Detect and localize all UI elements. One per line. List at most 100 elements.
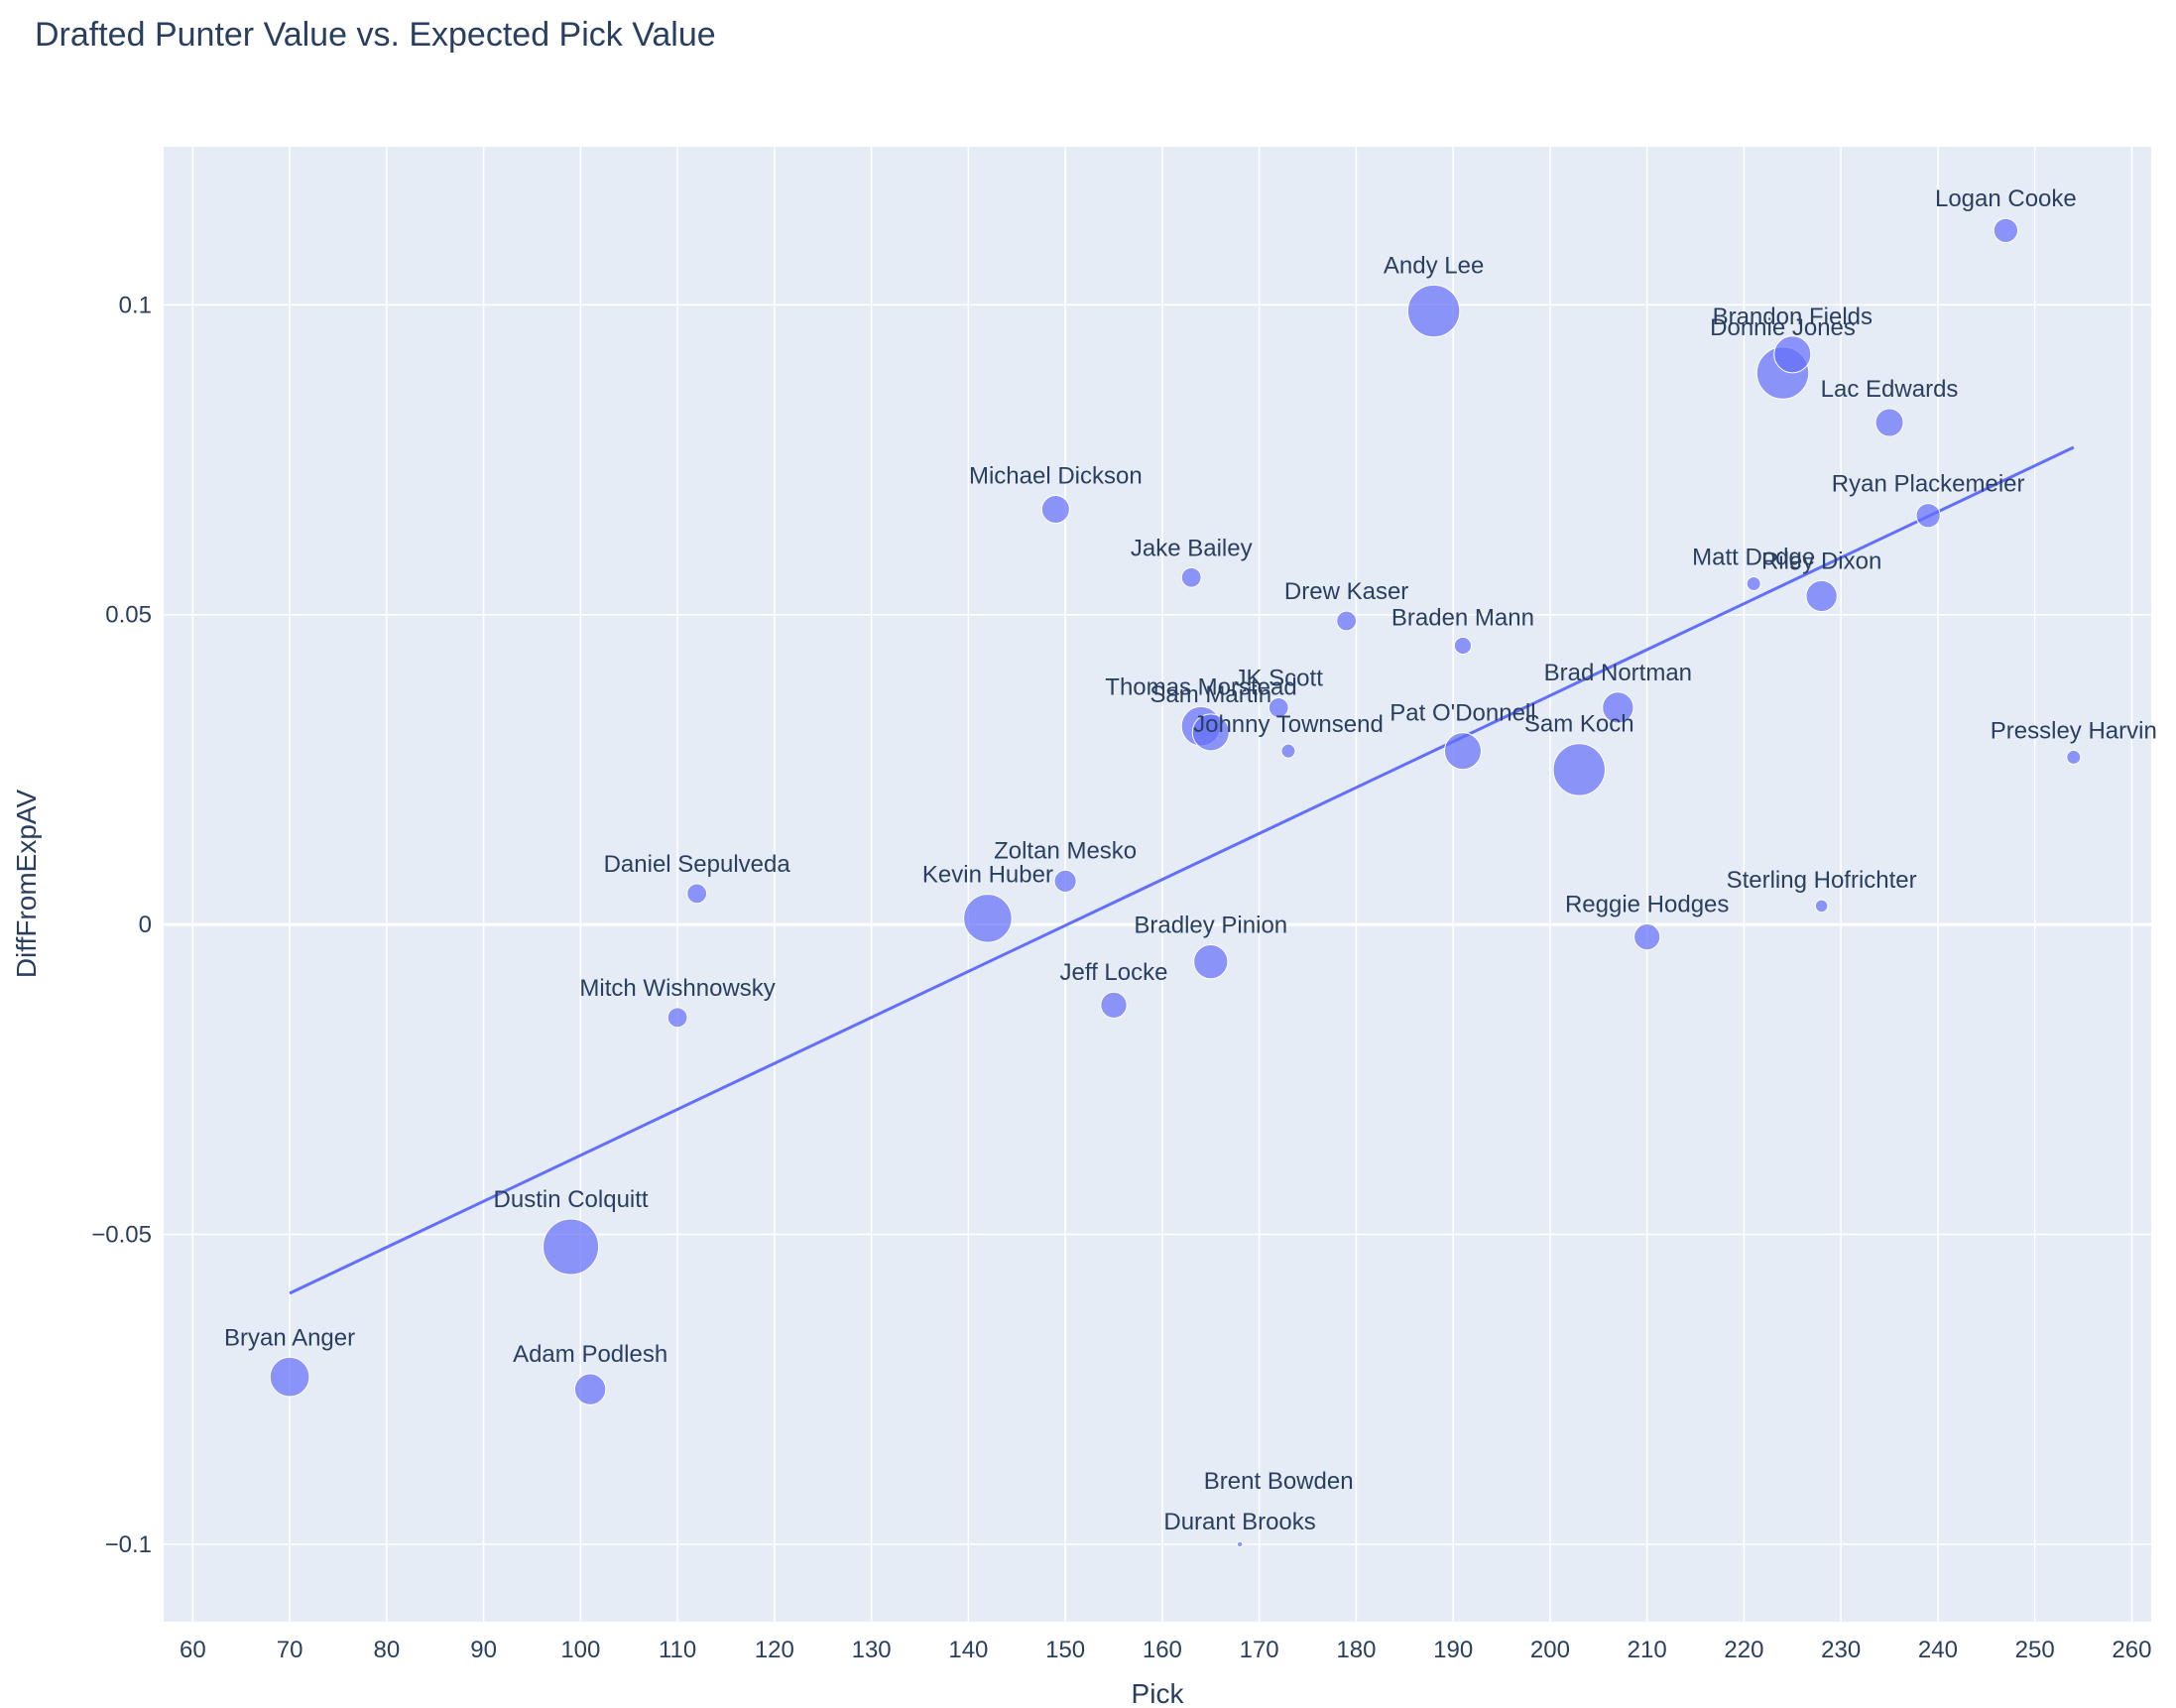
point-label: Adam Podlesh bbox=[513, 1341, 667, 1368]
x-tick-label: 170 bbox=[1240, 1637, 1279, 1663]
point-label: Reggie Hodges bbox=[1565, 892, 1729, 918]
scatter-point bbox=[269, 1356, 310, 1398]
y-tick-label: −0.1 bbox=[105, 1531, 152, 1558]
x-tick-label: 180 bbox=[1336, 1637, 1376, 1663]
x-tick-label: 210 bbox=[1628, 1637, 1667, 1663]
scatter-point bbox=[1193, 943, 1229, 980]
point-label: Pat O'Donnell bbox=[1390, 700, 1535, 727]
point-label: Ryan Plackemeier bbox=[1832, 471, 2025, 498]
point-label: Sam Koch bbox=[1524, 711, 1634, 738]
point-label: Brandon Fields bbox=[1713, 304, 1873, 330]
scatter-point bbox=[1874, 408, 1904, 437]
scatter-point bbox=[1053, 869, 1077, 893]
x-tick-label: 190 bbox=[1433, 1637, 1473, 1663]
y-tick-label: 0 bbox=[139, 912, 152, 938]
y-tick-label: −0.05 bbox=[91, 1222, 152, 1249]
x-axis-title: Pick bbox=[1132, 1678, 1185, 1708]
x-tick-label: 90 bbox=[470, 1637, 497, 1663]
x-tick-label: 240 bbox=[1918, 1637, 1958, 1663]
x-tick-label: 200 bbox=[1530, 1637, 1570, 1663]
x-tick-label: 260 bbox=[2112, 1637, 2151, 1663]
x-tick-label: 70 bbox=[277, 1637, 303, 1663]
y-axis-title: DiffFromExpAV bbox=[11, 790, 42, 979]
scatter-point bbox=[1268, 697, 1289, 718]
scatter-point bbox=[1773, 335, 1812, 374]
point-label: Jeff Locke bbox=[1060, 959, 1168, 986]
scatter-point bbox=[573, 1373, 607, 1405]
point-label: Sterling Hofrichter bbox=[1727, 867, 1917, 894]
chart-title: Drafted Punter Value vs. Expected Pick V… bbox=[35, 16, 716, 54]
scatter-point bbox=[543, 1218, 600, 1276]
point-label: Braden Mann bbox=[1391, 604, 1534, 631]
point-label: Matt Dodge bbox=[1692, 544, 1815, 570]
scatter-point bbox=[1443, 732, 1482, 771]
scatter-point bbox=[1180, 566, 1202, 588]
point-label: Zoltan Mesko bbox=[994, 837, 1137, 864]
scatter-point bbox=[1552, 743, 1606, 796]
point-label: Bradley Pinion bbox=[1134, 912, 1287, 938]
scatter-point bbox=[1100, 991, 1128, 1019]
x-tick-label: 160 bbox=[1143, 1637, 1182, 1663]
x-tick-label: 150 bbox=[1045, 1637, 1085, 1663]
point-label: Brad Nortman bbox=[1544, 660, 1692, 686]
scatter-point bbox=[2066, 749, 2082, 765]
scatter-point bbox=[1633, 923, 1661, 951]
point-label: Durant Brooks bbox=[1163, 1509, 1315, 1535]
point-label: Daniel Sepulveda bbox=[604, 851, 791, 878]
x-tick-label: 140 bbox=[948, 1637, 988, 1663]
point-label: Michael Dickson bbox=[969, 463, 1143, 490]
scatter-point bbox=[666, 1007, 688, 1029]
x-tick-label: 80 bbox=[373, 1637, 400, 1663]
scatter-point bbox=[1602, 691, 1634, 724]
scatter-point bbox=[1040, 495, 1070, 525]
point-label: Pressley Harvin bbox=[1991, 717, 2157, 744]
point-label: Logan Cooke bbox=[1935, 185, 2077, 212]
point-label: Lac Edwards bbox=[1821, 376, 1959, 403]
scatter-point bbox=[1746, 575, 1761, 591]
point-label: Riley Dixon bbox=[1761, 548, 1881, 574]
point-label: Kevin Huber bbox=[922, 862, 1053, 889]
y-axis-ticks: 0.1 0.05 0 −0.05 −0.1 bbox=[91, 292, 152, 1558]
point-label: Sam Martin bbox=[1149, 681, 1271, 708]
scatter-point bbox=[1336, 610, 1358, 632]
x-tick-label: 110 bbox=[659, 1637, 696, 1663]
scatter-point bbox=[1191, 713, 1230, 752]
point-label: Dustin Colquitt bbox=[494, 1186, 649, 1213]
point-labels: Logan Cooke Andy Lee Brandon FieldsDonnie … bbox=[224, 185, 2157, 1535]
scatter-point bbox=[1453, 636, 1473, 656]
y-tick-label: 0.05 bbox=[105, 602, 152, 629]
scatter-point bbox=[1280, 743, 1296, 759]
scatter-point bbox=[1814, 899, 1829, 914]
trendline-group bbox=[289, 445, 2075, 1295]
x-tick-label: 250 bbox=[2015, 1637, 2055, 1663]
point-label: Andy Lee bbox=[1384, 252, 1484, 279]
point-label: Brent Bowden bbox=[1204, 1468, 1354, 1495]
point-label: Drew Kaser bbox=[1284, 578, 1408, 605]
y-tick-label: 0.1 bbox=[119, 292, 152, 318]
scatter-point bbox=[1915, 503, 1941, 529]
scatter-point bbox=[1993, 217, 2018, 243]
scatter-point bbox=[686, 883, 708, 905]
data-points bbox=[269, 217, 2082, 1548]
point-label: Bryan Anger bbox=[224, 1324, 355, 1351]
scatter-point bbox=[1236, 1540, 1244, 1548]
x-tick-label: 220 bbox=[1724, 1637, 1763, 1663]
scatter-point bbox=[1805, 579, 1838, 613]
scatter-point bbox=[1406, 284, 1461, 338]
trendline bbox=[289, 445, 2075, 1295]
point-label: Donnie Jones bbox=[1710, 314, 1856, 341]
point-label: Thomas Morstead bbox=[1105, 673, 1296, 700]
x-axis-ticks: 60 70 80 90 100 110 120 130 140 150 160 170 180 190 20… bbox=[180, 1637, 2151, 1663]
x-tick-label: 100 bbox=[560, 1637, 600, 1663]
x-tick-label: 230 bbox=[1821, 1637, 1861, 1663]
point-label: Johnny Townsend bbox=[1193, 711, 1384, 738]
x-tick-label: 130 bbox=[852, 1637, 892, 1663]
scatter-point bbox=[963, 894, 1013, 943]
x-tick-label: 120 bbox=[755, 1637, 794, 1663]
point-label: Mitch Wishnowsky bbox=[579, 975, 775, 1002]
x-tick-label: 60 bbox=[180, 1637, 206, 1663]
point-label: Jake Bailey bbox=[1131, 535, 1253, 561]
plot-area bbox=[164, 147, 2151, 1622]
point-label: JK Scott bbox=[1235, 666, 1324, 692]
